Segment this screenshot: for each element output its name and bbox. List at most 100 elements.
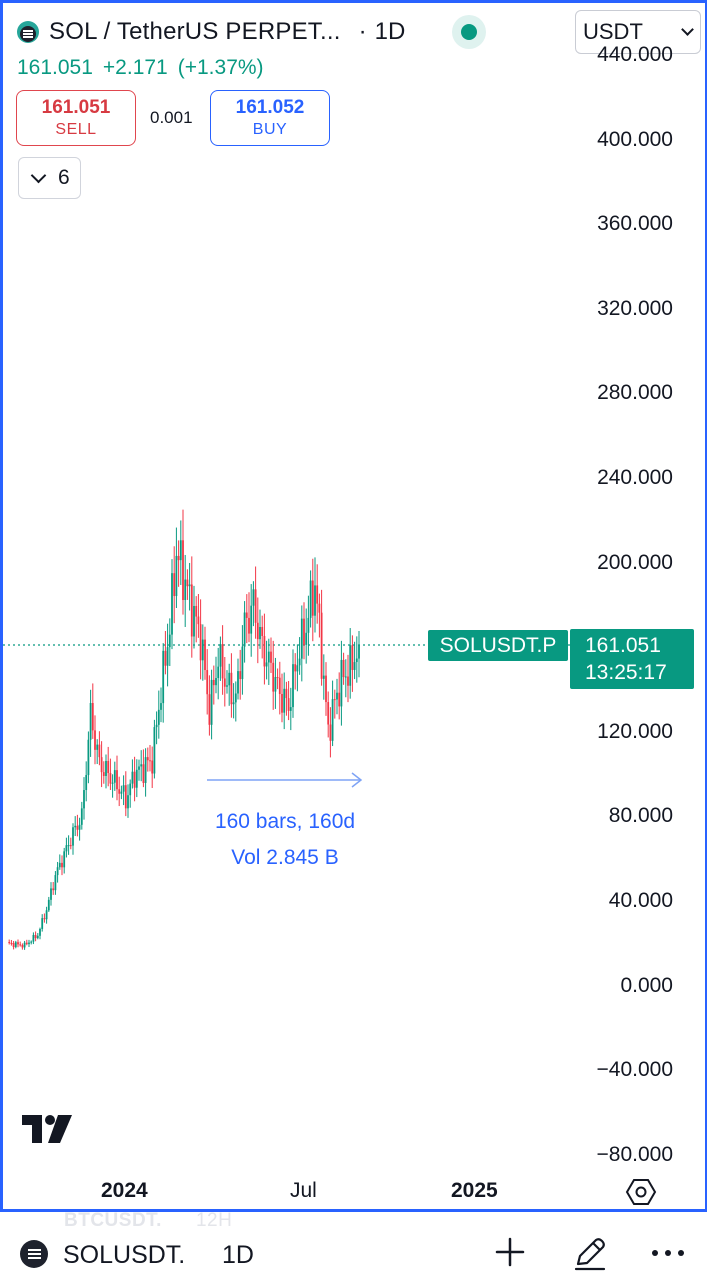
candle: [52, 882, 55, 895]
candle: [14, 940, 17, 949]
candle: [168, 618, 171, 667]
candle: [36, 933, 39, 940]
candle: [155, 711, 158, 745]
candle: [272, 640, 275, 710]
candle: [199, 599, 202, 680]
candle: [65, 837, 68, 858]
currency-value: USDT: [583, 19, 643, 44]
price-change: +2.171: [102, 56, 168, 79]
candle: [250, 584, 253, 657]
candle: [162, 643, 165, 723]
candle: [252, 581, 255, 627]
candle: [50, 882, 52, 906]
candle: [232, 683, 235, 719]
candle: [292, 649, 294, 718]
candle: [100, 741, 103, 788]
candle: [329, 707, 332, 758]
price-axis-label: 320.000: [597, 296, 673, 320]
sell-label: SELL: [55, 121, 97, 138]
candle: [355, 636, 358, 683]
hexagon-settings-icon[interactable]: [625, 1176, 657, 1208]
candle: [120, 785, 123, 800]
candle: [197, 594, 200, 638]
candle: [160, 687, 162, 723]
candle: [149, 744, 151, 772]
candle: [109, 758, 112, 790]
price-axis-label: 80.000: [608, 804, 673, 828]
candle: [296, 644, 299, 692]
candle: [23, 940, 26, 950]
more-horizontal-icon[interactable]: [650, 1236, 686, 1268]
sell-button[interactable]: 161.051 SELL: [16, 90, 136, 146]
candle: [34, 931, 37, 942]
candle: [358, 631, 360, 678]
candle: [124, 771, 127, 817]
candle: [45, 906, 48, 924]
candle: [193, 585, 195, 649]
plus-icon[interactable]: [494, 1236, 526, 1268]
candle: [144, 748, 147, 797]
measure-arrow[interactable]: [207, 772, 363, 788]
symbol-search-button[interactable]: SOLUSDT.: [63, 1241, 186, 1269]
candle: [171, 559, 173, 650]
candle: [230, 653, 233, 718]
price-axis-label: −80.000: [596, 1142, 674, 1166]
bar-countdown: 13:25:17: [585, 661, 667, 684]
buy-label: BUY: [252, 121, 288, 138]
candle: [105, 754, 107, 789]
candle: [43, 913, 46, 923]
symbol-title[interactable]: SOL / TetherUS PERPET... · 1D: [17, 15, 405, 49]
price-axis-label: 280.000: [597, 381, 673, 405]
chart-frame[interactable]: SOL / TetherUS PERPET... · 1D USDT 161.0…: [0, 0, 707, 1212]
candle: [56, 861, 59, 883]
candle: [58, 854, 61, 870]
candle: [254, 566, 257, 639]
price-chart[interactable]: [3, 3, 707, 1212]
candle: [307, 595, 310, 656]
candle: [135, 759, 138, 798]
candle: [98, 731, 101, 766]
candle: [344, 659, 347, 698]
candle: [140, 750, 143, 782]
candle: [157, 690, 160, 739]
market-status-icon[interactable]: [452, 15, 486, 49]
candle: [87, 731, 90, 784]
interval-label[interactable]: 1D: [374, 18, 406, 45]
candle: [219, 636, 222, 681]
solana-logo-icon: [17, 21, 39, 43]
candle: [116, 755, 118, 801]
candle: [175, 527, 178, 609]
buy-price: 161.052: [235, 97, 305, 118]
time-axis-label: Jul: [290, 1179, 317, 1202]
indicators-toggle-button[interactable]: 6: [18, 157, 81, 199]
candle: [61, 855, 63, 876]
candle: [186, 569, 189, 600]
candle: [133, 756, 136, 802]
candle: [113, 761, 116, 791]
candle: [283, 672, 286, 730]
candle: [289, 687, 292, 731]
candle: [305, 608, 308, 664]
symbol-name[interactable]: SOL / TetherUS PERPET...: [49, 18, 341, 45]
candle: [217, 647, 220, 700]
interval-button[interactable]: 1D: [222, 1241, 254, 1269]
candle: [349, 628, 352, 699]
candle: [190, 556, 193, 658]
candle: [243, 601, 246, 663]
candle: [314, 557, 316, 633]
candle: [41, 914, 44, 932]
buy-button[interactable]: 161.052 BUY: [210, 90, 330, 146]
pencil-icon[interactable]: [572, 1236, 608, 1272]
price-axis-label: 40.000: [608, 889, 673, 912]
currency-select[interactable]: USDT: [575, 10, 701, 54]
tradingview-logo-icon[interactable]: [22, 1115, 72, 1143]
price-axis-label: −40.000: [596, 1058, 674, 1082]
candle: [30, 940, 33, 945]
candle: [28, 939, 30, 947]
candle: [72, 823, 74, 855]
price-axis-label: 400.000: [597, 127, 673, 151]
candle: [102, 761, 105, 784]
price-axis-label: 360.000: [597, 212, 673, 236]
candle: [17, 939, 19, 948]
price-axis-label: 120.000: [597, 719, 673, 743]
